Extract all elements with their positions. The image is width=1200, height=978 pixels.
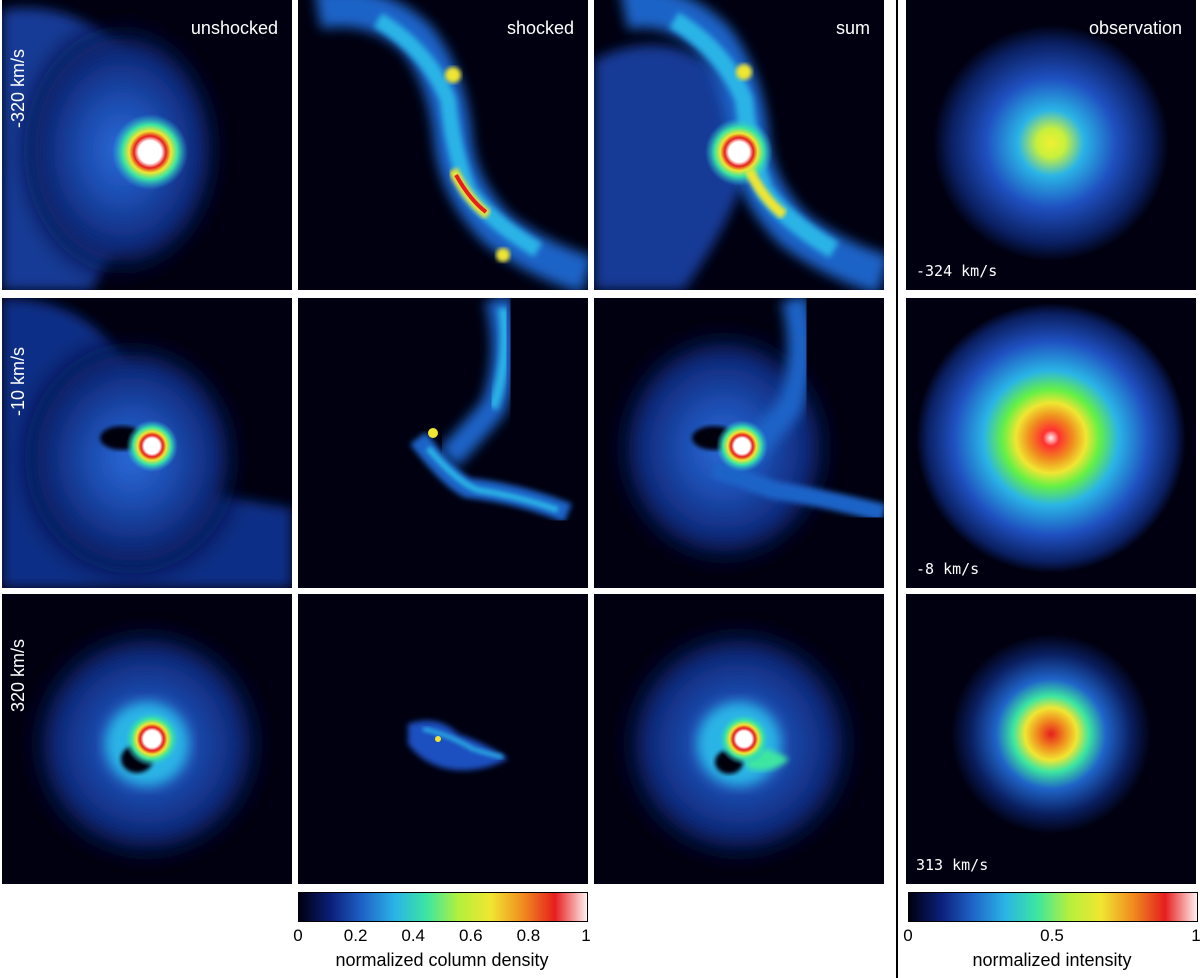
sum-map-row2 [604,298,884,578]
colorbar-column-density [298,892,588,922]
colorbar-tick-label: 0.6 [458,926,483,945]
colorbar-tick-label: 0 [903,926,913,945]
column-label-sum: sum [835,18,870,38]
sum-map-row3 [609,614,869,874]
shocked-map-row2 [410,298,572,523]
panel-unshocked-row1: unshocked -320 km/s [2,0,292,290]
unshocked-map-row2 [2,298,292,588]
observation-velocity-label: 313 km/s [916,856,989,874]
panel-shocked-row1: shocked [298,0,588,290]
colorbar-tick-label: 0.8 [516,926,541,945]
panel-observation-row2: -8 km/s [906,298,1196,588]
column-label-shocked: shocked [506,18,574,38]
sum-map-row1 [594,0,884,290]
row-velocity-label: -320 km/s [8,48,28,128]
colorbar-intensity-ticks: 0 0.5 1 [903,926,1200,948]
panel-observation-row1: observation -324 km/s [906,0,1196,290]
observation-velocity-label: -8 km/s [916,560,980,578]
colorbar-tick-label: 0 [293,926,303,945]
panel-shocked-row2 [298,298,588,588]
column-label-observation: observation [1088,18,1182,38]
observation-map-row2 [916,303,1186,573]
colorbar-intensity [908,892,1198,922]
observation-map-row1 [933,25,1169,261]
unshocked-map-row1 [2,8,232,290]
panel-unshocked-row3: 320 km/s [2,594,292,884]
shocked-map-row1 [316,0,588,290]
panel-sum-row2 [594,298,884,588]
colorbar-tick-label: 0.4 [401,926,426,945]
row-velocity-label: -10 km/s [8,346,28,416]
colorbar-column-density-title: normalized column density [335,950,549,970]
panel-sum-row1: sum [594,0,884,290]
panel-shocked-row3 [298,594,588,884]
unshocked-map-row3 [17,614,277,874]
colorbar-column-density-ticks: 0 0.2 0.4 0.6 0.8 1 [293,926,590,948]
row-velocity-label: 320 km/s [8,638,28,712]
observation-map-row3 [951,634,1151,834]
shocked-map-row3 [408,720,508,771]
panel-observation-row3: 313 km/s [906,594,1196,884]
colorbar-intensity-title: normalized intensity [972,950,1132,970]
colorbar-tick-label: 1 [581,926,591,945]
colorbar-tick-label: 0.5 [1040,926,1064,945]
column-label-unshocked: unshocked [190,18,278,38]
observation-velocity-label: -324 km/s [916,262,998,280]
panel-unshocked-row2: -10 km/s [2,298,292,588]
colorbar-tick-label: 1 [1191,926,1200,945]
colorbar-tick-label: 0.2 [343,926,368,945]
panel-sum-row3 [594,594,884,884]
section-divider [896,0,898,978]
